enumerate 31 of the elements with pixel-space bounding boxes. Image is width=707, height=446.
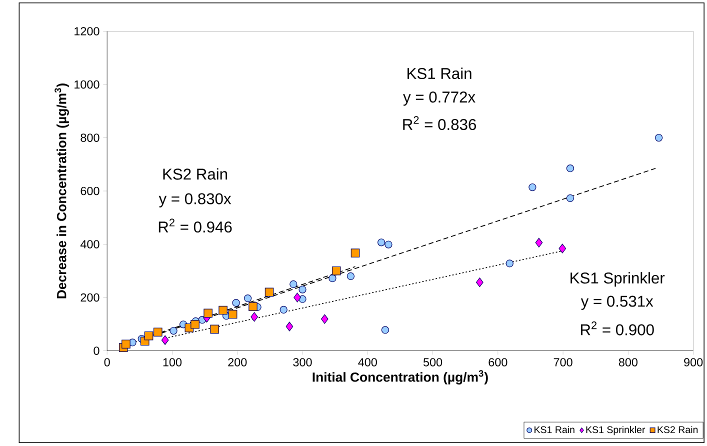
x-axis-title: Initial Concentration (µg/m$^{3}$) — [312, 370, 488, 385]
annotation: R$^{2}$ = 0.946 — [158, 218, 232, 233]
x-tick-label: 600 — [488, 358, 508, 367]
annotation: y = 0.772x — [403, 92, 476, 106]
y-tick-label: 1000 — [74, 80, 100, 89]
annotation: R$^{2}$ = 0.900 — [580, 322, 654, 336]
annotation: y = 0.531x — [580, 296, 654, 310]
x-tick-label: 700 — [554, 358, 572, 367]
annotation: KS2 Rain — [163, 168, 228, 180]
y-tick-label: 600 — [80, 187, 100, 196]
legend-label: KS1 Sprinkler — [586, 426, 646, 436]
y-tick-label: 0 — [94, 346, 100, 356]
x-tick-label: 900 — [684, 358, 703, 367]
x-tick-label: 0 — [104, 358, 110, 367]
x-tick-label: 500 — [423, 358, 442, 367]
y-tick-label: 1200 — [74, 27, 100, 36]
x-tick-label: 100 — [163, 358, 182, 367]
x-tick-label: 800 — [618, 358, 638, 367]
y-tick-label: 400 — [80, 240, 100, 249]
x-tick-label: 300 — [293, 358, 312, 367]
annotation: R$^{2}$ = 0.836 — [403, 116, 476, 130]
y-tick-label: 800 — [80, 134, 100, 142]
legend-label: KS1 Rain — [534, 426, 574, 434]
annotation: KS1 Rain — [408, 68, 472, 80]
annotation: KS1 Sprinkler — [570, 272, 665, 287]
y-axis-title: Decrease in Concentration (µg/m$^{3}$) — [54, 84, 69, 298]
legend-label: KS2 Rain — [658, 426, 698, 434]
x-tick-label: 400 — [358, 358, 377, 367]
y-tick-label: 200 — [80, 294, 100, 302]
annotation: y = 0.830x — [158, 193, 232, 208]
x-tick-label: 200 — [228, 358, 247, 367]
